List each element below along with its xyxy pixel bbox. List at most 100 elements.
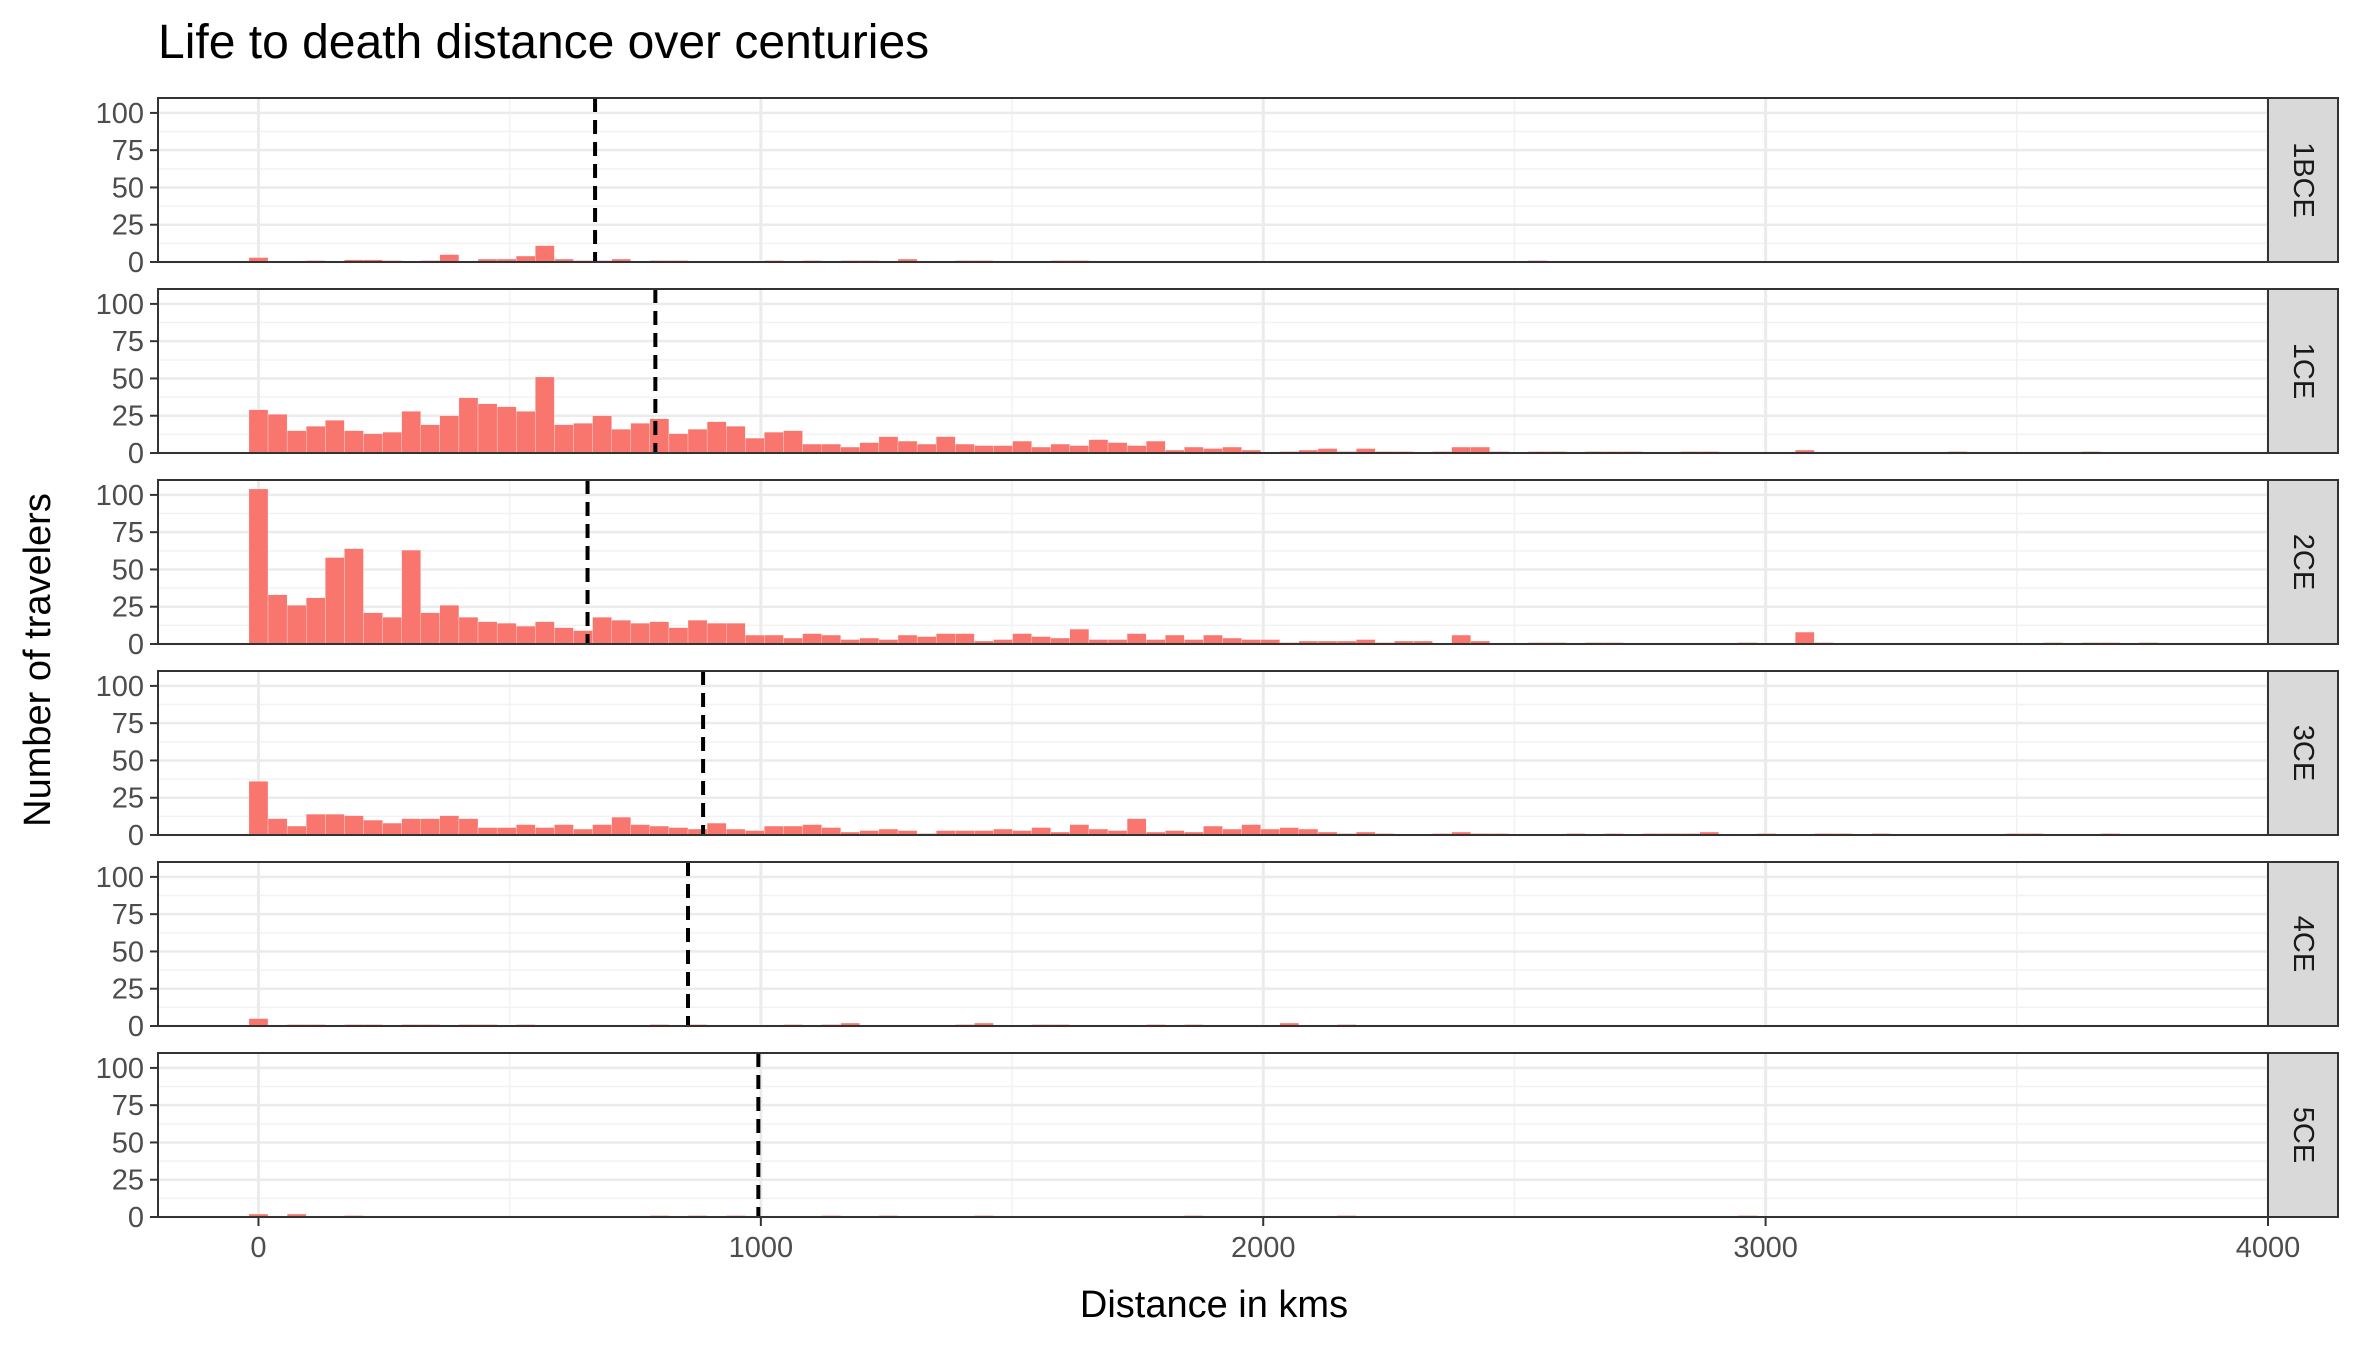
- histogram-bar: [363, 612, 383, 645]
- y-tick-label: 100: [96, 862, 144, 894]
- y-tick-label: 75: [112, 326, 144, 358]
- histogram-bar: [668, 433, 689, 454]
- histogram-bar: [1146, 440, 1166, 454]
- y-tick-label: 100: [96, 1053, 144, 1085]
- histogram-bar: [516, 625, 536, 645]
- histogram-bar: [325, 557, 345, 645]
- x-axis: 0 1000 2000 3000 4000: [250, 1217, 2300, 1264]
- histogram-bars: [248, 781, 2120, 836]
- histogram-bar: [401, 411, 421, 454]
- histogram-bar: [382, 617, 402, 645]
- y-tick-label: 75: [112, 135, 144, 167]
- histogram-bar: [1451, 634, 1471, 645]
- y-tick-label: 100: [96, 289, 144, 321]
- histogram-bar: [286, 605, 307, 645]
- histogram-bar: [1279, 827, 1300, 836]
- histogram-bar: [1088, 439, 1109, 454]
- histogram-bar: [1126, 633, 1147, 645]
- y-tick-label: 25: [112, 974, 144, 1006]
- histogram-bar: [439, 605, 460, 645]
- panel-background: [158, 671, 2268, 835]
- histogram-bar: [802, 443, 822, 454]
- facet-panel-2CE: 0 25 50 75 100 2CE: [96, 479, 2339, 661]
- y-tick-label: 0: [128, 629, 144, 661]
- histogram-bar: [363, 819, 383, 836]
- histogram-bar: [535, 621, 555, 645]
- x-tick-label: 0: [250, 1232, 266, 1264]
- histogram-bar: [783, 430, 803, 454]
- histogram-bar: [267, 414, 288, 454]
- y-tick-label: 75: [112, 1090, 144, 1122]
- histogram-bar: [554, 824, 574, 836]
- histogram-bar: [573, 423, 593, 454]
- histogram-bar: [955, 443, 975, 454]
- histogram-bar: [477, 827, 498, 836]
- histogram-bar: [878, 436, 899, 454]
- histogram-bar: [1012, 440, 1032, 454]
- histogram-bar: [477, 621, 498, 645]
- histogram-bar: [248, 1018, 269, 1027]
- y-tick-label: 0: [128, 820, 144, 852]
- histogram-bar: [611, 428, 631, 454]
- y-tick-label: 0: [128, 247, 144, 279]
- histogram-bar: [1069, 628, 1090, 645]
- facet-panel-1CE: 0 25 50 75 100 1CE: [96, 288, 2339, 470]
- histogram-bar: [859, 442, 880, 454]
- histogram-bar: [706, 622, 727, 645]
- histogram-bar: [477, 403, 498, 454]
- histogram-bar: [248, 409, 269, 454]
- histogram-bar: [649, 621, 670, 645]
- histogram-bar: [687, 428, 708, 454]
- facet-strip-label: 2CE: [2287, 534, 2319, 590]
- histogram-bar: [363, 433, 383, 454]
- y-tick-label: 100: [96, 98, 144, 130]
- histogram-bar: [420, 612, 440, 645]
- facet-panels: 0 25 50 75 100 1BCE 0 25 50 75 100 1CE 0 25 50 75 100 2CE…: [96, 97, 2339, 1234]
- histogram-bar: [554, 424, 574, 454]
- x-tick-label: 1000: [729, 1232, 794, 1264]
- histogram-bar: [745, 437, 765, 454]
- y-tick-label: 25: [112, 592, 144, 624]
- histogram-bar: [401, 818, 421, 836]
- histogram-bar: [993, 445, 1013, 454]
- histogram-bar: [535, 827, 555, 836]
- histogram-bar: [916, 636, 937, 645]
- histogram-bar: [668, 627, 689, 645]
- facet-strip: [2267, 861, 2339, 1027]
- histogram-bar: [687, 619, 708, 645]
- histogram-bar: [706, 421, 727, 454]
- y-tick-label: 75: [112, 708, 144, 740]
- histogram-bar: [726, 426, 746, 454]
- x-tick-label: 2000: [1231, 1232, 1296, 1264]
- panel-background: [158, 98, 2268, 262]
- histogram-bar: [496, 827, 517, 836]
- facet-strip: [2267, 288, 2339, 454]
- histogram-bar: [401, 549, 421, 645]
- y-tick-label: 25: [112, 783, 144, 815]
- histogram-bar: [1203, 634, 1223, 645]
- y-tick-label: 50: [112, 745, 144, 777]
- y-tick-label: 50: [112, 1127, 144, 1159]
- facet-strip-label: 5CE: [2287, 1107, 2319, 1163]
- histogram-bar: [267, 594, 288, 645]
- histogram-bar: [668, 827, 689, 836]
- facet-strip: [2267, 670, 2339, 836]
- histogram-bar: [325, 813, 345, 836]
- histogram-bar: [458, 617, 479, 645]
- histogram-bar: [1203, 825, 1223, 836]
- histogram-bar: [1107, 442, 1128, 454]
- histogram-bar: [248, 781, 269, 836]
- histogram-bar: [955, 633, 975, 645]
- y-tick-label: 25: [112, 210, 144, 242]
- facet-panel-1BCE: 0 25 50 75 100 1BCE: [96, 97, 2339, 279]
- histogram-bar: [344, 430, 364, 454]
- histogram-bar: [592, 617, 612, 645]
- histogram-bar: [439, 815, 460, 836]
- facet-strip: [2267, 97, 2339, 263]
- histogram-bar: [248, 488, 269, 645]
- y-tick-label: 75: [112, 517, 144, 549]
- histogram-bar: [630, 423, 650, 454]
- panel-background: [158, 1053, 2268, 1217]
- histogram-bar: [1050, 443, 1070, 454]
